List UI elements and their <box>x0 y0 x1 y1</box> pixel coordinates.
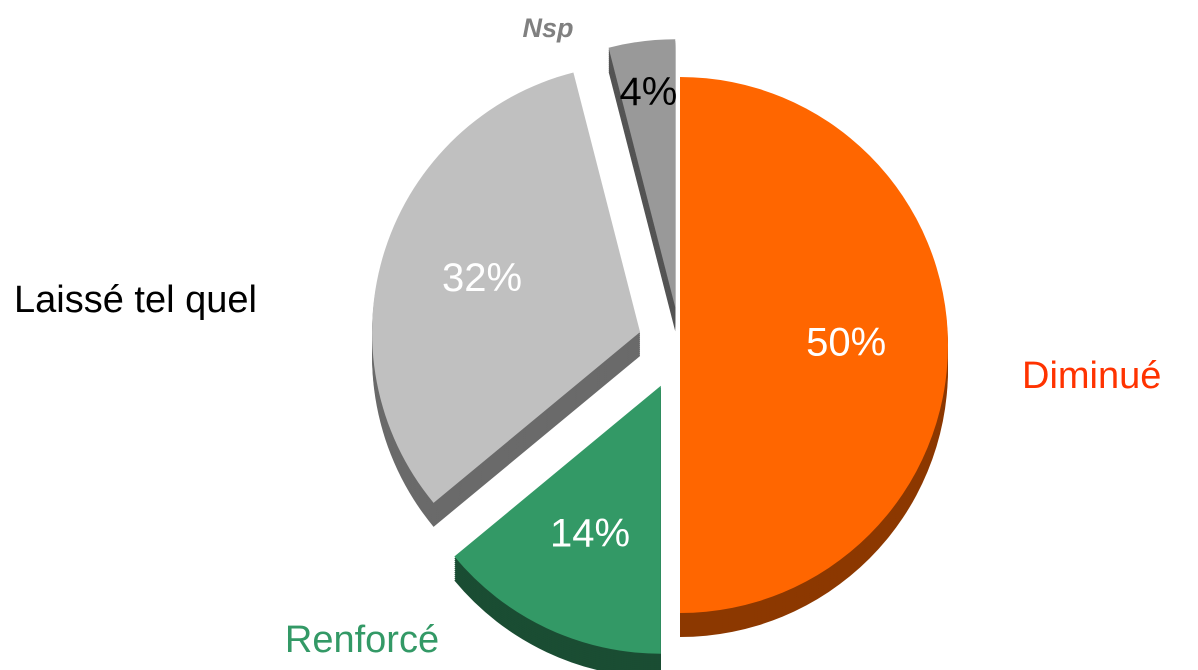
category-label: Renforcé <box>285 619 439 661</box>
value-label: 32% <box>442 256 522 300</box>
value-label: 4% <box>619 70 677 114</box>
slice <box>680 77 948 613</box>
category-label: Diminué <box>1022 355 1161 397</box>
category-label: Laissé tel quel <box>14 279 257 321</box>
slice <box>372 72 641 503</box>
slice <box>608 39 676 308</box>
category-label: Nsp <box>522 13 573 43</box>
slice <box>454 385 661 654</box>
value-label: 50% <box>806 321 886 365</box>
value-label: 14% <box>550 512 630 556</box>
